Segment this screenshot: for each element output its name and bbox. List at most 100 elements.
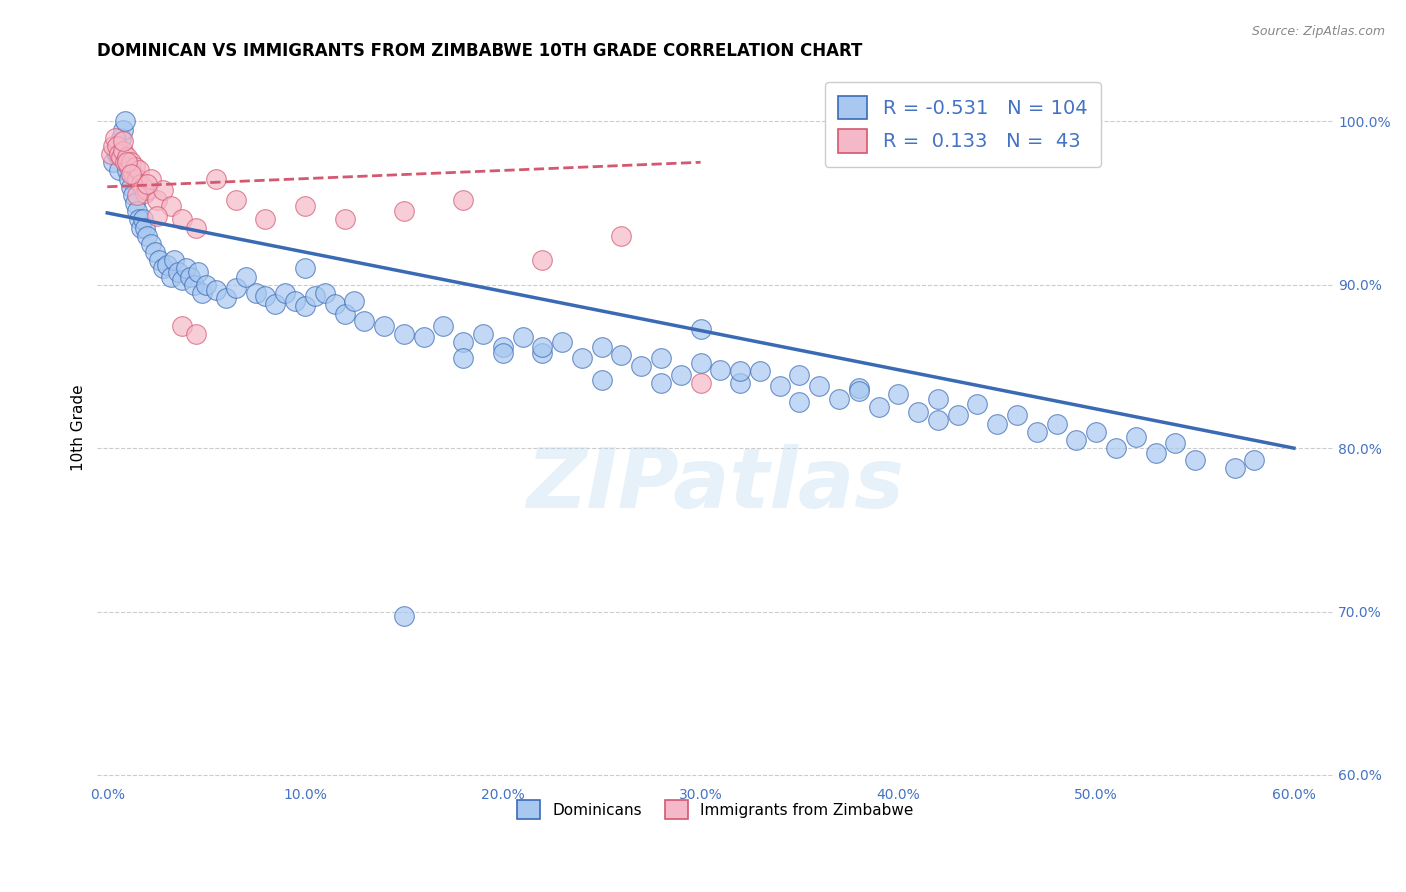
Point xyxy=(1105,441,1128,455)
Point xyxy=(114,114,136,128)
Point xyxy=(927,392,949,406)
Point xyxy=(101,155,124,169)
Point xyxy=(304,289,326,303)
Point xyxy=(152,261,174,276)
Point xyxy=(1066,433,1088,447)
Point xyxy=(115,150,138,164)
Point xyxy=(294,299,316,313)
Point xyxy=(274,285,297,300)
Point xyxy=(1125,430,1147,444)
Point xyxy=(159,269,181,284)
Point xyxy=(1184,452,1206,467)
Point xyxy=(167,265,190,279)
Point xyxy=(120,155,142,169)
Point xyxy=(412,330,434,344)
Point xyxy=(118,171,141,186)
Point xyxy=(143,245,166,260)
Point xyxy=(110,150,132,164)
Point xyxy=(179,269,201,284)
Point xyxy=(748,364,770,378)
Point xyxy=(172,212,194,227)
Point xyxy=(650,376,672,390)
Point xyxy=(294,199,316,213)
Point xyxy=(392,326,415,341)
Point xyxy=(134,186,156,201)
Point xyxy=(205,171,228,186)
Point xyxy=(848,384,870,398)
Point xyxy=(104,130,127,145)
Point xyxy=(1005,409,1028,423)
Point xyxy=(689,322,711,336)
Point xyxy=(129,177,152,191)
Point xyxy=(118,160,141,174)
Point xyxy=(1085,425,1108,439)
Point xyxy=(205,283,228,297)
Point xyxy=(492,340,515,354)
Point xyxy=(531,340,554,354)
Point xyxy=(323,297,346,311)
Point xyxy=(789,368,811,382)
Point xyxy=(946,409,969,423)
Point xyxy=(112,144,135,158)
Point xyxy=(187,265,209,279)
Point xyxy=(650,351,672,366)
Point xyxy=(132,212,155,227)
Point xyxy=(155,258,177,272)
Point xyxy=(333,307,356,321)
Point xyxy=(669,368,692,382)
Point xyxy=(986,417,1008,431)
Point xyxy=(472,326,495,341)
Point xyxy=(353,314,375,328)
Point xyxy=(183,277,205,292)
Point xyxy=(769,379,792,393)
Point xyxy=(392,204,415,219)
Point xyxy=(225,193,247,207)
Point xyxy=(828,392,851,406)
Point xyxy=(1046,417,1069,431)
Point xyxy=(129,220,152,235)
Point xyxy=(512,330,534,344)
Point xyxy=(373,318,395,333)
Point xyxy=(728,364,751,378)
Text: Source: ZipAtlas.com: Source: ZipAtlas.com xyxy=(1251,25,1385,38)
Point xyxy=(135,177,157,191)
Point xyxy=(1144,446,1167,460)
Point xyxy=(159,199,181,213)
Point xyxy=(112,134,135,148)
Point xyxy=(152,183,174,197)
Point xyxy=(610,348,633,362)
Point xyxy=(186,220,208,235)
Point xyxy=(215,291,238,305)
Point xyxy=(392,609,415,624)
Point xyxy=(314,285,336,300)
Point xyxy=(284,294,307,309)
Point xyxy=(630,359,652,374)
Point xyxy=(108,163,131,178)
Point xyxy=(225,281,247,295)
Point xyxy=(551,334,574,349)
Point xyxy=(451,351,474,366)
Point xyxy=(927,413,949,427)
Point xyxy=(125,204,148,219)
Point xyxy=(531,253,554,268)
Point xyxy=(531,346,554,360)
Point xyxy=(128,163,150,178)
Point xyxy=(848,381,870,395)
Point xyxy=(172,273,194,287)
Point xyxy=(139,171,162,186)
Point xyxy=(235,269,257,284)
Point xyxy=(868,401,890,415)
Point xyxy=(124,160,146,174)
Point xyxy=(610,228,633,243)
Point xyxy=(1025,425,1047,439)
Point xyxy=(1243,452,1265,467)
Point xyxy=(145,209,167,223)
Point xyxy=(887,387,910,401)
Point xyxy=(264,297,287,311)
Point xyxy=(122,188,145,202)
Point xyxy=(163,253,186,268)
Point xyxy=(689,376,711,390)
Point xyxy=(108,147,131,161)
Point xyxy=(492,346,515,360)
Point xyxy=(101,139,124,153)
